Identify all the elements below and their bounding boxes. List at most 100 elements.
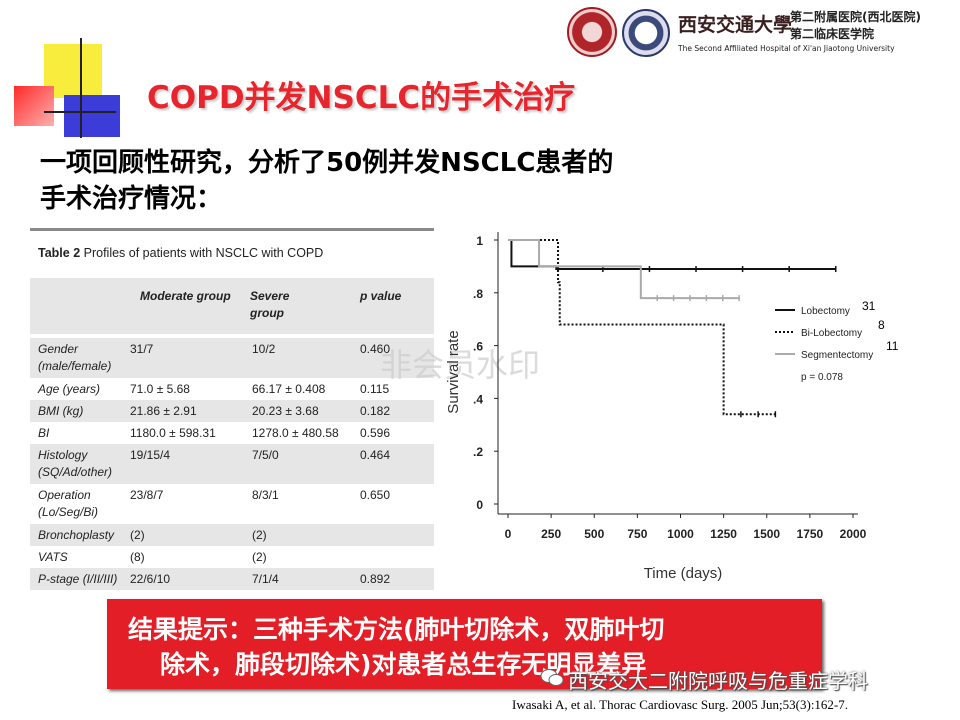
table-header-moderate: Moderate group [140, 289, 231, 303]
y-tick-label: 1 [476, 234, 483, 248]
x-tick-label: 1750 [797, 527, 824, 541]
table-cell-moderate: 22/6/10 [130, 572, 171, 586]
table-cell-moderate: 21.86 ± 2.91 [130, 404, 197, 418]
table-cell-severe: 1278.0 ± 480.58 [252, 426, 339, 440]
count-1: 31 [862, 299, 876, 313]
table-cell-pvalue: 0.115 [360, 382, 390, 396]
decor-square-blue [64, 95, 120, 137]
hospital-logo [622, 9, 670, 57]
table-row: P-stage (I/II/III) 22/6/10 7/1/4 0.892 [30, 568, 434, 590]
patient-profile-table: Table 2 Profiles of patients with NSCLC … [30, 228, 434, 600]
table-cell-severe: 10/2 [252, 342, 276, 356]
decor-line-h [44, 111, 116, 113]
table-cell-pvalue: 0.464 [360, 448, 391, 462]
table-caption: Table 2 Profiles of patients with NSCLC … [38, 246, 323, 260]
y-tick-label: .4 [473, 392, 483, 406]
table-top-rule [30, 228, 434, 231]
table-cell-label-sub: (Lo/Seg/Bi) [38, 505, 99, 519]
table-cell-severe: 8/3/1 [252, 488, 279, 502]
x-tick-label: 1500 [753, 527, 780, 541]
table-row: Operation 23/8/7 8/3/1 0.650 (Lo/Seg/Bi) [30, 484, 434, 524]
decor-line-v [80, 38, 82, 138]
survival-curve-bi-lobectomy [508, 239, 776, 416]
intro-line-2: 手术治疗情况： [40, 184, 223, 214]
survival-chart: 0 .2 .4 .6 .8 1 0 250 500 750 1000 1250 1500 1750 2000… [445, 232, 873, 582]
table-cell-pvalue: 0.182 [360, 404, 391, 418]
x-axis-label: Time (days) [644, 565, 723, 582]
count-2: 8 [878, 318, 885, 332]
table-cell-moderate: 1180.0 ± 598.31 [130, 426, 216, 440]
table-row: BI 1180.0 ± 598.31 1278.0 ± 480.58 0.596 [30, 422, 434, 444]
hospital-name-en: The Second Affiliated Hospital of Xi'an … [678, 44, 895, 53]
x-tick-label: 1250 [710, 527, 737, 541]
table-cell-pvalue: 0.650 [360, 488, 391, 502]
wechat-icon [540, 669, 564, 686]
table-cell-moderate: 71.0 ± 5.68 [130, 382, 190, 396]
legend-label-segmentectomy: Segmentectomy [801, 350, 873, 361]
table-row: VATS (8) (2) [30, 546, 434, 568]
slide-title: COPD并发NSCLC的手术治疗 [147, 80, 576, 116]
y-tick-label: .2 [473, 445, 483, 459]
y-axis-label: Survival rate [445, 330, 462, 413]
x-tick-label: 500 [584, 527, 604, 541]
table-cell-moderate: (8) [130, 550, 145, 564]
count-3: 11 [886, 339, 899, 353]
table-header: Moderate group Severe group p value [30, 278, 434, 334]
watermark-center: 非会员水印 [380, 346, 541, 384]
hospital-name-cn: 西安交通大學 [678, 14, 793, 36]
y-tick-label: 0 [476, 498, 483, 512]
result-banner-line-2: 除术，肺段切除术)对患者总生存无明显差异 [160, 650, 647, 679]
table-cell-label: Operation [38, 488, 91, 502]
table-cell-label: BMI (kg) [38, 404, 84, 418]
watermark-bottom: 西安交大二附院呼吸与危重症学科 [568, 669, 868, 693]
table-row: Age (years) 71.0 ± 5.68 66.17 ± 0.408 0.115 [30, 378, 434, 400]
result-banner [107, 599, 822, 689]
table-cell-label-sub: (male/female) [38, 359, 112, 373]
table-cell-severe: 20.23 ± 3.68 [252, 404, 319, 418]
table-cell-moderate: 19/15/4 [130, 448, 171, 462]
x-tick-label: 750 [627, 527, 647, 541]
table-cell-label: Bronchoplasty [38, 528, 115, 542]
x-tick-label: 250 [541, 527, 561, 541]
table-caption-number: Table 2 [38, 246, 81, 260]
table-caption-text: Profiles of patients with NSCLC with COP… [80, 246, 324, 260]
table-cell-pvalue: 0.892 [360, 572, 391, 586]
table-cell-pvalue: 0.460 [360, 342, 391, 356]
legend-label-lobectomy: Lobectomy [801, 306, 850, 317]
decor-square-red [14, 86, 54, 126]
y-tick-label: .8 [473, 287, 483, 301]
table-cell-moderate: 23/8/7 [130, 488, 164, 502]
table-row: Bronchoplasty (2) (2) [30, 524, 434, 546]
table-cell-label: Histology [38, 448, 88, 462]
x-tick-label: 1000 [667, 527, 694, 541]
table-cell-label: Gender [38, 342, 79, 356]
table-row: BMI (kg) 21.86 ± 2.91 20.23 ± 3.68 0.182 [30, 400, 434, 422]
p-value-label: p = 0.078 [801, 372, 843, 383]
table-row: Gender 31/7 10/2 0.460 (male/female) [30, 338, 434, 378]
table-cell-moderate: (2) [130, 528, 145, 542]
x-tick-label: 0 [505, 527, 512, 541]
hospital-subtitle-1: 第二附属医院(西北医院) [790, 10, 921, 24]
table-cell-label: Age (years) [38, 382, 101, 396]
table-row: Histology 19/15/4 7/5/0 0.464 (SQ/Ad/other) [30, 444, 434, 484]
table-cell-label: VATS [38, 550, 68, 564]
hospital-subtitle-2: 第二临床医学院 [790, 27, 875, 41]
table-header-severe: Severe group [250, 289, 290, 320]
table-cell-severe: 7/5/0 [252, 448, 279, 462]
table-header-pvalue: p value [360, 289, 402, 303]
table-cell-label: BI [38, 426, 50, 440]
table-cell-label-sub: (SQ/Ad/other) [38, 465, 113, 479]
table-cell-severe: 66.17 ± 0.408 [252, 382, 326, 396]
citation: Iwasaki A, et al. Thorac Cardiovasc Surg… [512, 697, 849, 712]
table-cell-severe: (2) [252, 550, 267, 564]
legend-label-bi-lobectomy: Bi-Lobectomy [801, 328, 862, 339]
table-cell-severe: 7/1/4 [252, 572, 279, 586]
y-tick-label: .6 [473, 340, 483, 354]
x-tick-label: 2000 [840, 527, 867, 541]
table-cell-pvalue: 0.596 [360, 426, 391, 440]
table-cell-label: P-stage (I/II/III) [38, 572, 118, 586]
table-cell-moderate: 31/7 [130, 342, 154, 356]
result-banner-line-1: 结果提示：三种手术方法(肺叶切除术，双肺叶切 [128, 615, 665, 644]
university-logo [567, 7, 617, 57]
table-cell-severe: (2) [252, 528, 267, 542]
